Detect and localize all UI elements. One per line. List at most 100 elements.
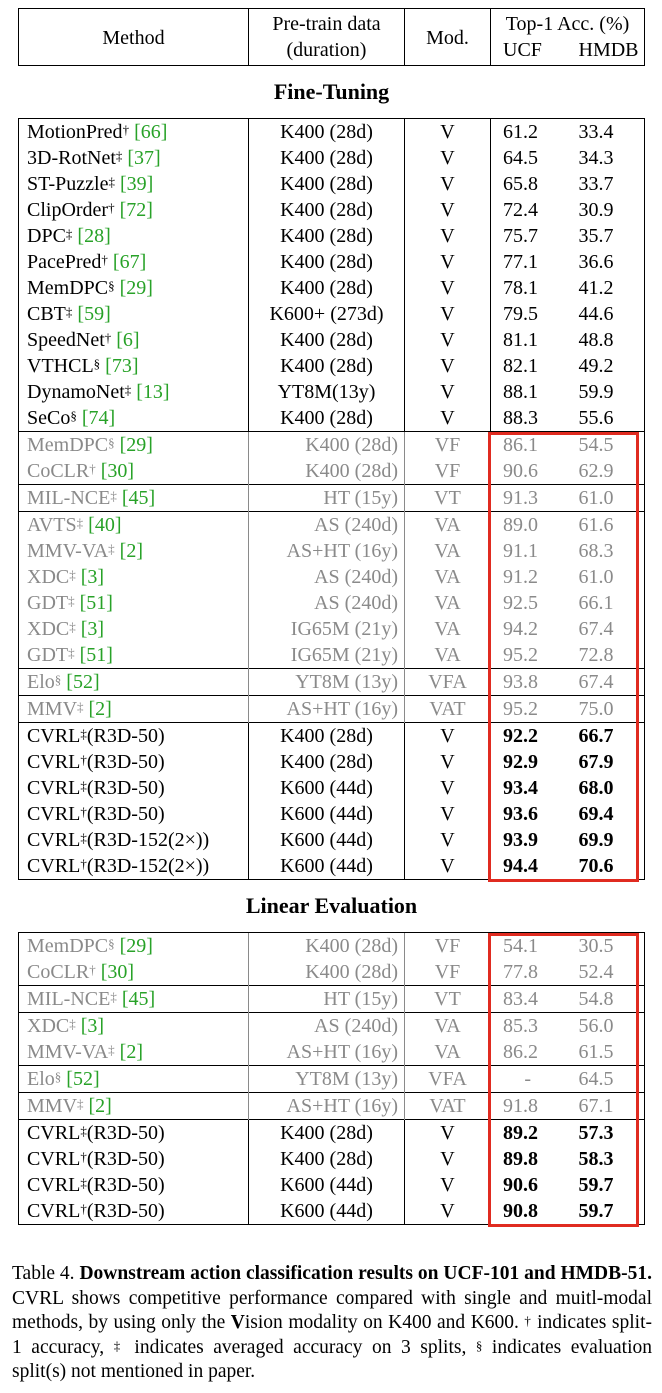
- method-cell: CoCLR† [30]: [18, 458, 249, 485]
- modality-cell: V: [404, 249, 491, 275]
- backbone-label: (R3D-50): [86, 725, 165, 747]
- modality-cell: V: [404, 353, 491, 379]
- ucf-accuracy-cell: 64.5: [490, 145, 565, 171]
- citation-link[interactable]: [3]: [80, 1015, 105, 1037]
- method-cell: GDT‡ [51]: [18, 590, 249, 616]
- pretrain-data-cell: AS+HT (16y): [248, 1039, 405, 1066]
- citation-link[interactable]: [66]: [134, 121, 168, 143]
- citation-link[interactable]: [73]: [105, 355, 139, 377]
- hmdb-accuracy-cell: 36.6: [564, 249, 645, 275]
- method-cell: CBT‡ [59]: [18, 301, 249, 327]
- pretrain-data-cell: K600 (44d): [248, 801, 405, 827]
- table-row: MotionPred† [66] K400 (28d) V 61.2 33.4: [18, 118, 645, 145]
- method-name: CVRL: [27, 1200, 81, 1222]
- modality-cell: V: [404, 749, 491, 775]
- method-name: Elo: [27, 671, 55, 693]
- method-name: XDC: [27, 1015, 70, 1037]
- citation-link[interactable]: [67]: [112, 251, 147, 273]
- citation-link[interactable]: [3]: [80, 618, 105, 640]
- citation-link[interactable]: [2]: [119, 540, 143, 562]
- citation-link[interactable]: [39]: [119, 173, 154, 195]
- hmdb-accuracy-cell: 61.0: [564, 564, 645, 590]
- table-row: XDC‡ [3] AS (240d) VA 91.2 61.0: [18, 564, 645, 590]
- modality-cell: VFA: [404, 1065, 491, 1093]
- caption-dagger: †: [524, 1313, 532, 1328]
- table-row: CVRL‡(R3D-50) K400 (28d) V 89.2 57.3: [18, 1119, 645, 1146]
- citation-link[interactable]: [74]: [81, 407, 116, 429]
- pretrain-data-cell: K400 (28d): [248, 249, 405, 275]
- method-name: DynamoNet: [27, 381, 125, 403]
- method-cell: CVRL†(R3D-50): [18, 1198, 249, 1225]
- method-cell: Elo§ [52]: [18, 668, 249, 696]
- modality-cell: VA: [404, 642, 491, 669]
- method-name: MMV-VA: [27, 1041, 109, 1063]
- pretrain-data-cell: K600 (44d): [248, 1198, 405, 1225]
- table-row: 3D-RotNet‡ [37] K400 (28d) V 64.5 34.3: [18, 145, 645, 171]
- method-cell: PacePred† [67]: [18, 249, 249, 275]
- citation-link[interactable]: [52]: [66, 1068, 100, 1090]
- header-pretrain-line1: Pre-train data: [248, 8, 405, 37]
- citation-link[interactable]: [30]: [100, 460, 135, 482]
- ucf-accuracy-cell: 93.8: [490, 668, 565, 696]
- citation-link[interactable]: [72]: [119, 199, 153, 221]
- footnote-mark: †: [122, 122, 130, 137]
- citation-link[interactable]: [30]: [100, 961, 135, 983]
- citation-link[interactable]: [2]: [119, 1041, 143, 1063]
- citation-link[interactable]: [45]: [121, 487, 156, 509]
- header-pretrain-line2: (duration): [248, 37, 405, 66]
- method-name: CVRL: [27, 1122, 81, 1144]
- citation-link[interactable]: [2]: [88, 1095, 112, 1117]
- citation-link[interactable]: [59]: [77, 303, 111, 325]
- pretrain-data-cell: K600 (44d): [248, 775, 405, 801]
- pretrain-data-cell: K400 (28d): [248, 431, 405, 458]
- citation-link[interactable]: [29]: [119, 935, 153, 957]
- hmdb-accuracy-cell: 75.0: [564, 695, 645, 723]
- citation-link[interactable]: [52]: [66, 671, 100, 693]
- method-cell: MMV‡ [2]: [18, 695, 249, 723]
- citation-link[interactable]: [6]: [116, 329, 140, 351]
- citation-link[interactable]: [29]: [119, 277, 153, 299]
- method-cell: SeCo§ [74]: [18, 405, 249, 432]
- modality-cell: VAT: [404, 1092, 491, 1120]
- method-cell: CVRL‡(R3D-50): [18, 722, 249, 749]
- ucf-accuracy-cell: 89.8: [490, 1146, 565, 1172]
- hmdb-accuracy-cell: 33.7: [564, 171, 645, 197]
- modality-cell: VA: [404, 590, 491, 616]
- ucf-accuracy-cell: 94.2: [490, 616, 565, 642]
- footnote-mark: †: [89, 962, 96, 977]
- pretrain-data-cell: K400 (28d): [248, 327, 405, 353]
- pretrain-data-cell: K400 (28d): [248, 405, 405, 432]
- method-cell: CoCLR† [30]: [18, 959, 249, 986]
- citation-link[interactable]: [29]: [119, 434, 153, 456]
- citation-link[interactable]: [13]: [136, 381, 170, 403]
- method-cell: 3D-RotNet‡ [37]: [18, 145, 249, 171]
- citation-link[interactable]: [28]: [77, 225, 111, 247]
- section-title: Fine-Tuning: [18, 65, 645, 119]
- footnote-mark: ‡: [108, 541, 115, 556]
- citation-link[interactable]: [37]: [127, 147, 161, 169]
- footnote-mark: ‡: [80, 1175, 87, 1190]
- ucf-accuracy-cell: 86.2: [490, 1039, 565, 1066]
- pretrain-data-cell: K400 (28d): [248, 353, 405, 379]
- table-row: CVRL†(R3D-50) K600 (44d) V 93.6 69.4: [18, 801, 645, 827]
- footnote-mark: §: [70, 408, 77, 423]
- pretrain-data-cell: HT (15y): [248, 484, 405, 512]
- table-row: AVTS‡ [40] AS (240d) VA 89.0 61.6: [18, 511, 645, 538]
- citation-link[interactable]: [51]: [79, 644, 113, 666]
- table-row: DynamoNet‡ [13] YT8M(13y) V 88.1 59.9: [18, 379, 645, 405]
- footnote-mark: §: [108, 278, 115, 293]
- footnote-mark: ‡: [108, 174, 115, 189]
- citation-link[interactable]: [40]: [88, 514, 122, 536]
- pretrain-data-cell: K600+ (273d): [248, 301, 405, 327]
- table-row: GDT‡ [51] IG65M (21y) VA 95.2 72.8: [18, 642, 645, 669]
- ucf-accuracy-cell: 77.8: [490, 959, 565, 986]
- method-name: MMV: [27, 698, 78, 720]
- pretrain-data-cell: K400 (28d): [248, 749, 405, 775]
- citation-link[interactable]: [3]: [80, 566, 105, 588]
- hmdb-accuracy-cell: 30.9: [564, 197, 645, 223]
- citation-link[interactable]: [45]: [121, 988, 156, 1010]
- ucf-accuracy-cell: 83.4: [490, 985, 565, 1013]
- citation-link[interactable]: [2]: [88, 698, 112, 720]
- hmdb-accuracy-cell: 66.1: [564, 590, 645, 616]
- citation-link[interactable]: [51]: [79, 592, 113, 614]
